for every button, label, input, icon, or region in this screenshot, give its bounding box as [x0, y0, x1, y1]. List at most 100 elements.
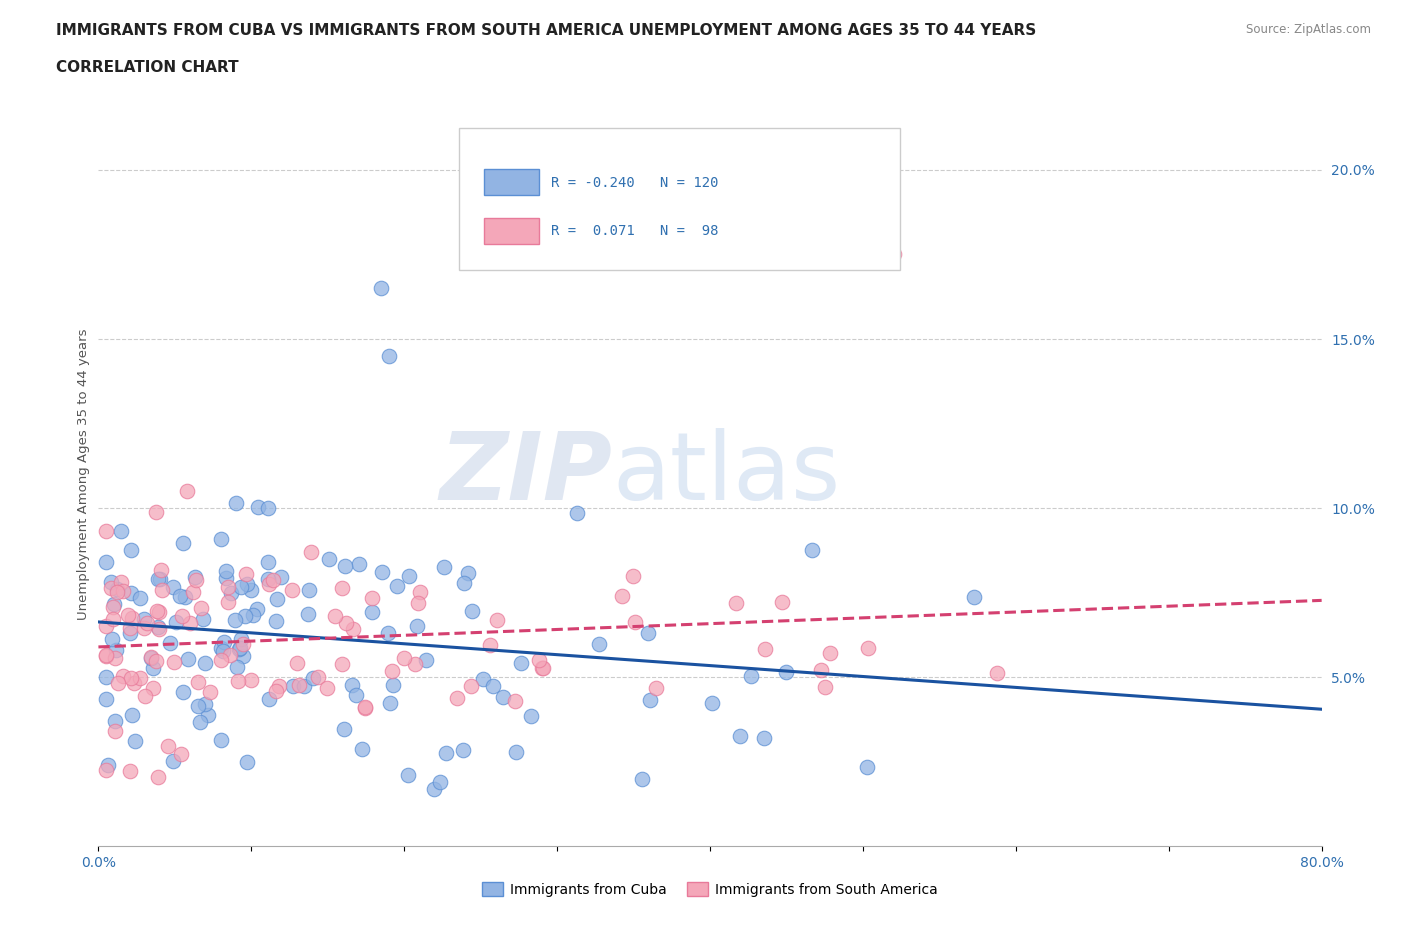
- Point: [856, 760, 879, 775]
- Point: [148, 770, 170, 785]
- Point: [233, 608, 256, 623]
- Point: [232, 648, 254, 663]
- Text: CORRELATION CHART: CORRELATION CHART: [56, 60, 239, 75]
- Point: [163, 655, 186, 670]
- Point: [145, 504, 167, 519]
- Point: [188, 715, 211, 730]
- Point: [100, 575, 122, 590]
- Point: [415, 652, 437, 667]
- Point: [177, 651, 200, 666]
- Point: [883, 247, 905, 262]
- Point: [94, 763, 117, 777]
- Point: [270, 569, 292, 584]
- Point: [565, 505, 588, 520]
- Point: [354, 699, 377, 714]
- Point: [172, 684, 194, 699]
- Point: [377, 626, 399, 641]
- Point: [232, 636, 254, 651]
- Point: [382, 678, 405, 693]
- Point: [142, 680, 165, 695]
- Point: [752, 731, 775, 746]
- Point: [194, 697, 217, 711]
- Point: [724, 596, 747, 611]
- Point: [471, 671, 494, 686]
- Point: [340, 677, 363, 692]
- Point: [530, 661, 553, 676]
- Point: [218, 648, 240, 663]
- Point: [105, 584, 128, 599]
- Point: [406, 595, 429, 610]
- Point: [298, 582, 321, 597]
- Point: [228, 642, 250, 657]
- Point: [246, 499, 269, 514]
- Point: [197, 708, 219, 723]
- Point: [963, 590, 986, 604]
- Point: [94, 649, 117, 664]
- Point: [644, 681, 666, 696]
- Text: Source: ZipAtlas.com: Source: ZipAtlas.com: [1246, 23, 1371, 36]
- Point: [217, 579, 239, 594]
- Point: [460, 679, 482, 694]
- Point: [176, 484, 198, 498]
- Point: [100, 580, 122, 595]
- Point: [429, 775, 451, 790]
- Bar: [484, 218, 538, 244]
- Point: [173, 590, 195, 604]
- Point: [588, 637, 610, 652]
- Point: [94, 647, 117, 662]
- Point: [159, 636, 181, 651]
- Point: [350, 742, 373, 757]
- Point: [482, 678, 505, 693]
- Point: [187, 698, 209, 713]
- Point: [110, 524, 132, 538]
- Point: [288, 678, 311, 693]
- Point: [820, 645, 842, 660]
- Point: [264, 614, 287, 629]
- Point: [121, 707, 143, 722]
- Point: [409, 585, 432, 600]
- Point: [457, 565, 479, 580]
- Point: [307, 670, 329, 684]
- Point: [257, 572, 280, 587]
- Point: [520, 709, 543, 724]
- Point: [730, 728, 752, 743]
- Point: [354, 700, 377, 715]
- Point: [94, 618, 117, 633]
- Point: [479, 638, 502, 653]
- Point: [360, 604, 382, 619]
- Point: [97, 757, 120, 772]
- Point: [121, 610, 143, 625]
- Bar: [484, 169, 538, 195]
- Point: [224, 613, 246, 628]
- Point: [217, 594, 239, 609]
- Point: [527, 652, 550, 667]
- Point: [347, 557, 370, 572]
- Point: [770, 594, 793, 609]
- Point: [165, 614, 187, 629]
- Point: [266, 591, 288, 606]
- Point: [149, 572, 172, 587]
- Point: [148, 621, 170, 636]
- Point: [225, 496, 247, 511]
- Point: [318, 551, 340, 566]
- Point: [257, 500, 280, 515]
- Point: [103, 724, 125, 738]
- Point: [257, 555, 280, 570]
- Point: [170, 747, 193, 762]
- Point: [148, 571, 170, 586]
- Point: [184, 572, 207, 587]
- Point: [378, 349, 401, 364]
- Point: [267, 679, 290, 694]
- Point: [814, 679, 837, 694]
- Point: [246, 602, 269, 617]
- Point: [219, 586, 242, 601]
- Point: [638, 692, 661, 707]
- Point: [187, 674, 209, 689]
- Point: [453, 742, 475, 757]
- Point: [162, 579, 184, 594]
- Point: [104, 714, 127, 729]
- Y-axis label: Unemployment Among Ages 35 to 44 years: Unemployment Among Ages 35 to 44 years: [77, 328, 90, 620]
- Point: [316, 681, 339, 696]
- Point: [229, 579, 252, 594]
- Point: [103, 612, 125, 627]
